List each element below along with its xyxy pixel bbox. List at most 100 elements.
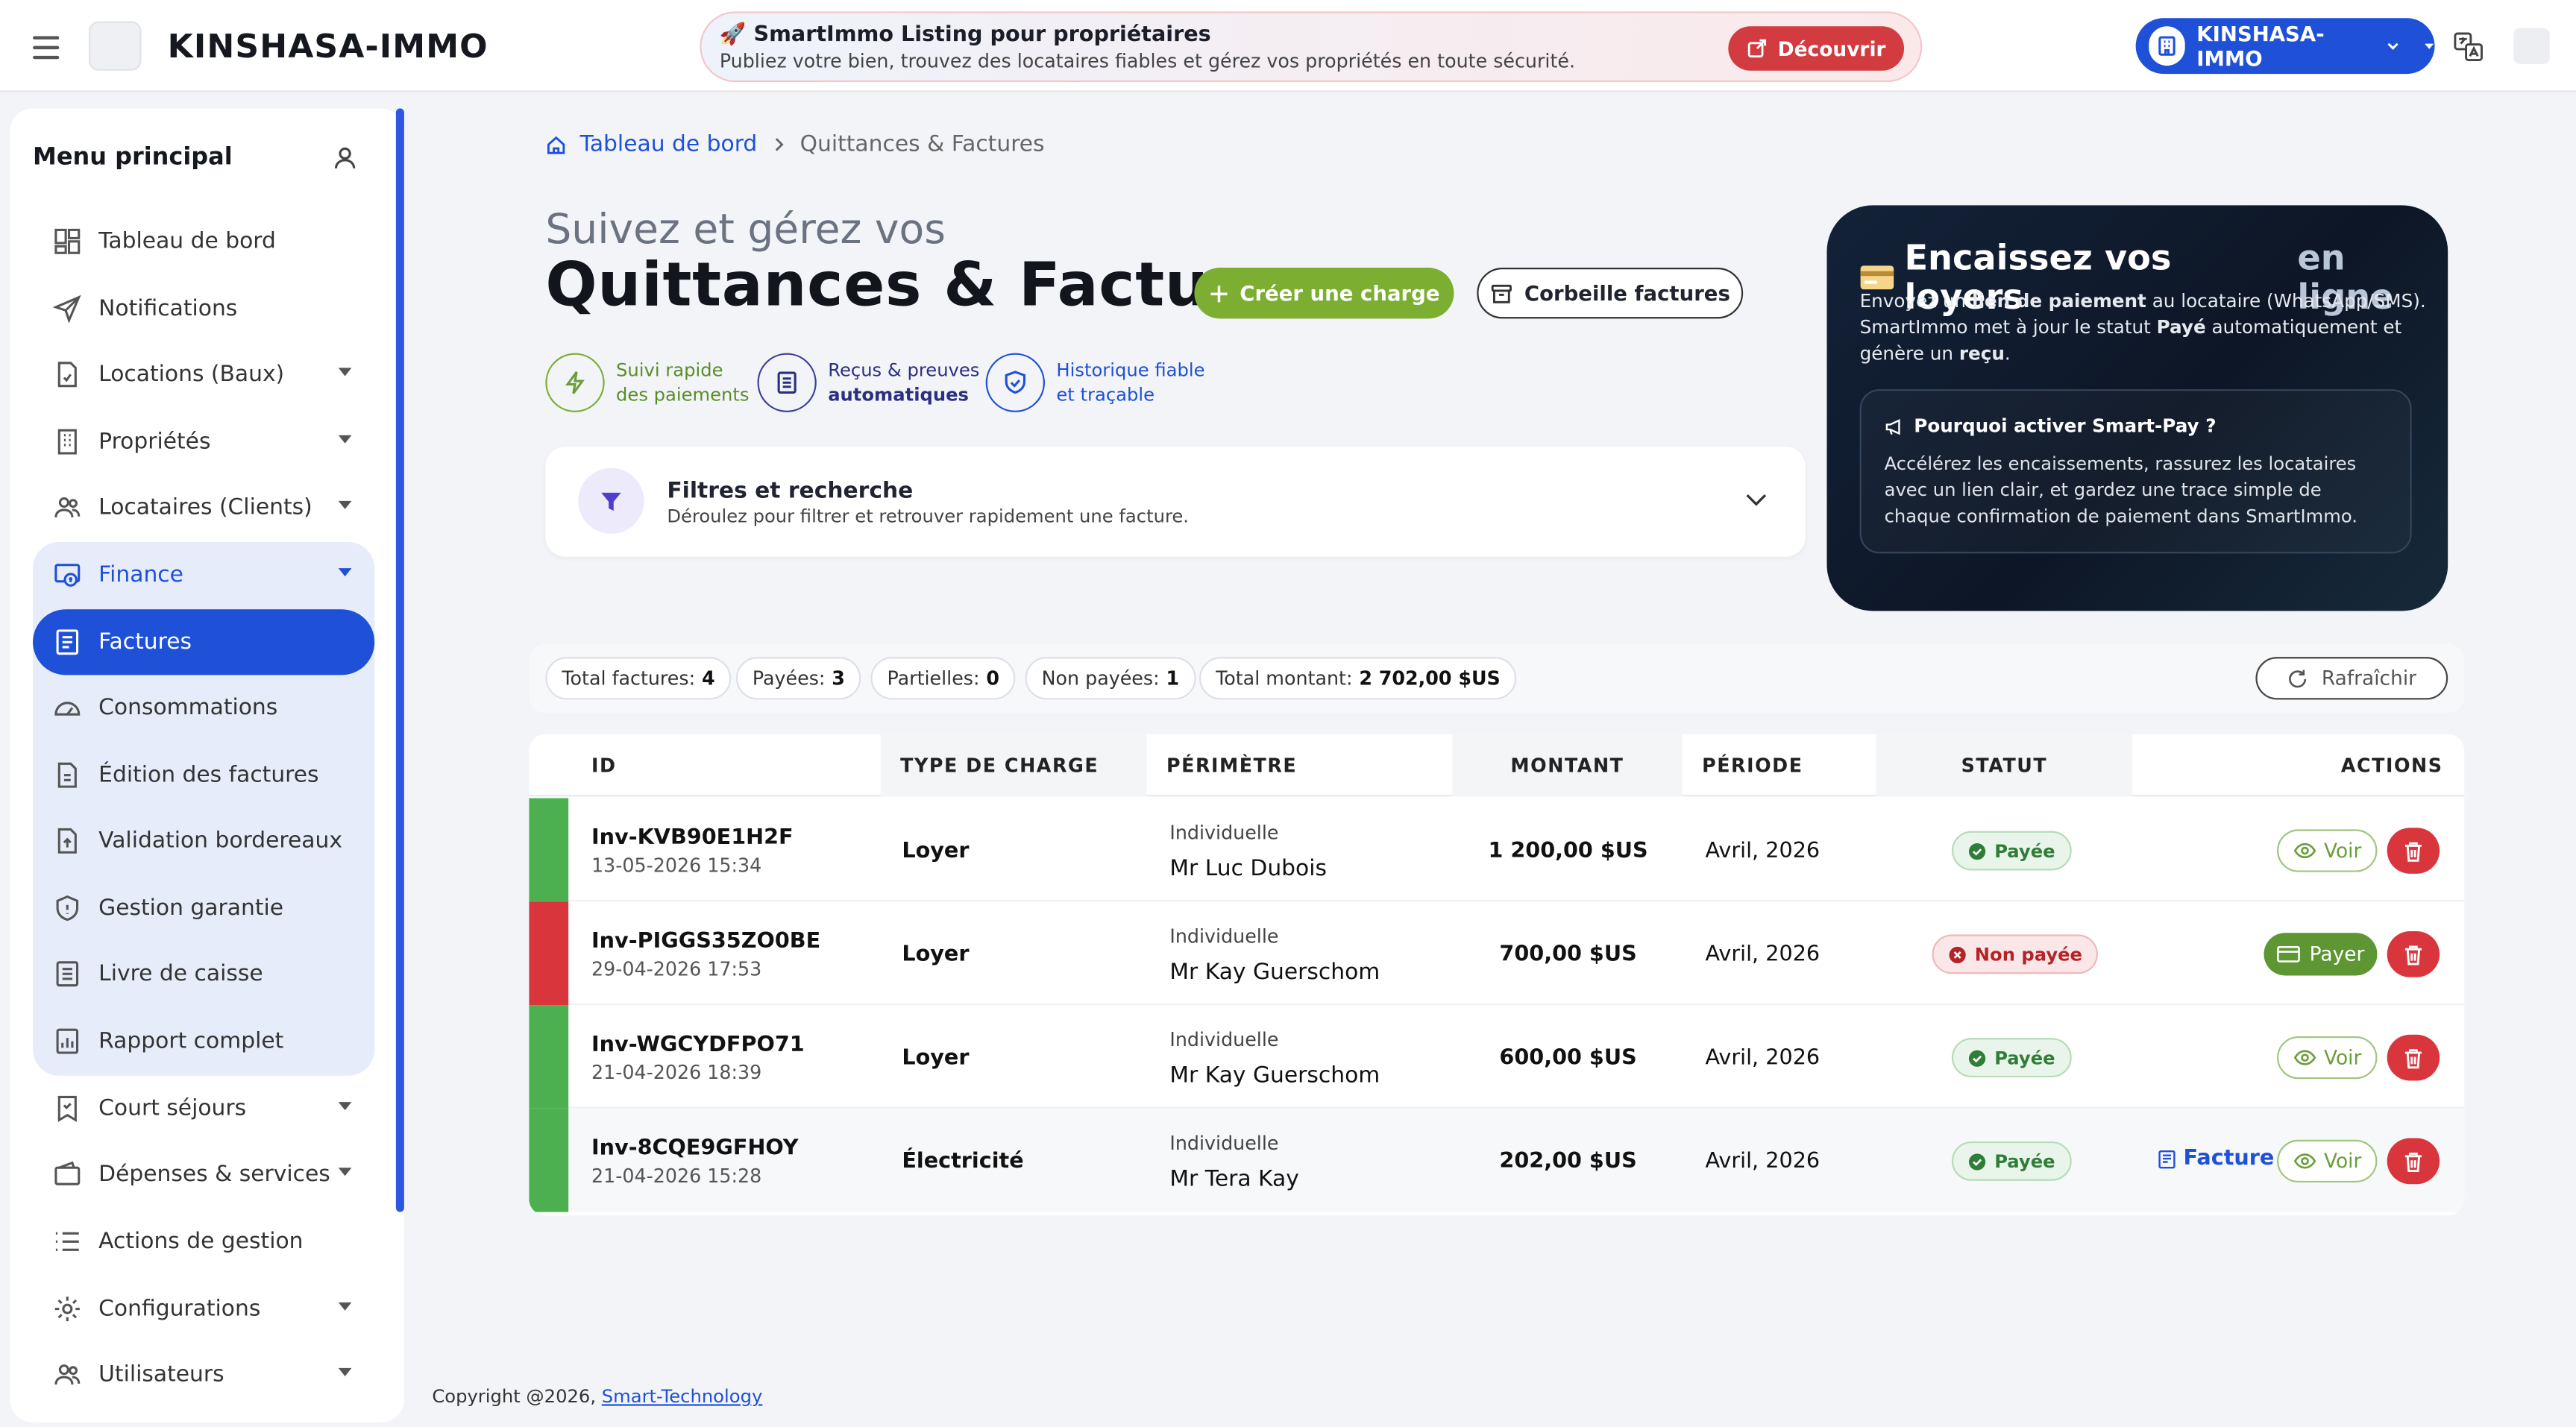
- dashboard-icon: [54, 228, 81, 254]
- table-row[interactable]: Inv-8CQE9GFHOY 21-04-2026 15:28 Électric…: [529, 1108, 2465, 1212]
- stat-amount: Total montant: 2 702,00 $US: [1199, 657, 1517, 700]
- x-circle-icon: [1949, 945, 1966, 963]
- sidebar-item-management-actions[interactable]: Actions de gestion: [33, 1210, 374, 1273]
- sidebar-item-label: Livre de caisse: [98, 960, 263, 987]
- view-button[interactable]: Voir: [2277, 829, 2378, 872]
- pay-button[interactable]: Payer: [2264, 933, 2378, 976]
- promo-text: Envoyez un: [1859, 290, 1973, 312]
- external-link-icon: [1747, 39, 1767, 58]
- filter-icon: [578, 467, 644, 534]
- create-charge-button[interactable]: Créer une charge: [1194, 268, 1454, 319]
- sidebar-item-configurations[interactable]: Configurations: [33, 1278, 374, 1341]
- sidebar-item-label: Propriétés: [98, 428, 211, 456]
- column-header-scope[interactable]: PÉRIMÈTRE: [1166, 754, 1298, 777]
- sidebar-item-tenants[interactable]: Locataires (Clients): [33, 476, 374, 539]
- stat-value: 3: [832, 667, 845, 690]
- chevron-down-icon[interactable]: [1743, 486, 1769, 512]
- table-row[interactable]: Inv-WGCYDFPO71 21-04-2026 18:39 Loyer In…: [529, 1005, 2465, 1109]
- upload-doc-icon: [57, 828, 77, 854]
- discover-button[interactable]: Découvrir: [1728, 26, 1905, 71]
- view-label: Voir: [2323, 839, 2362, 863]
- feature-line: des paiements: [616, 384, 750, 406]
- sidebar-item-guarantee[interactable]: Gestion garantie: [33, 877, 374, 939]
- translate-icon[interactable]: [2453, 31, 2484, 63]
- invoice-document-link[interactable]: Facture: [2157, 1147, 2274, 1171]
- invoice-trash-button[interactable]: Corbeille factures: [1477, 268, 1744, 319]
- finance-icon: [54, 564, 81, 587]
- user-icon[interactable]: [332, 145, 358, 171]
- sidebar-item-locations[interactable]: Locations (Baux): [33, 343, 374, 406]
- sidebar-item-invoices[interactable]: Factures: [33, 609, 375, 675]
- filters-title: Filtres et recherche: [667, 478, 914, 505]
- status-text: Payée: [1994, 1047, 2055, 1068]
- megaphone-icon: [1885, 418, 1900, 435]
- sidebar-item-label: Locations (Baux): [98, 361, 285, 388]
- column-header-actions: ACTIONS: [2340, 754, 2443, 777]
- sidebar-item-invoice-editing[interactable]: Édition des factures: [33, 744, 374, 807]
- trash-icon: [2404, 841, 2422, 861]
- discover-button-label: Découvrir: [1777, 37, 1886, 60]
- column-header-id[interactable]: ID: [591, 754, 617, 777]
- promo-text: automatiquement et génère un: [1859, 317, 2402, 365]
- promo-text-bold: reçu: [1958, 343, 2005, 365]
- view-label: Voir: [2323, 1149, 2362, 1173]
- column-header-type[interactable]: TYPE DE CHARGE: [880, 734, 1147, 797]
- delete-button[interactable]: [2387, 1034, 2440, 1081]
- sidebar-item-dashboard[interactable]: Tableau de bord: [33, 210, 374, 273]
- sidebar-item-users[interactable]: Utilisateurs: [33, 1343, 374, 1406]
- delete-button[interactable]: [2387, 1138, 2440, 1185]
- delete-button[interactable]: [2387, 930, 2440, 977]
- sidebar-scrollbar[interactable]: [395, 108, 404, 1212]
- invoice-date: 21-04-2026 15:28: [591, 1164, 762, 1188]
- sidebar-item-label: Notifications: [98, 295, 238, 322]
- company-link[interactable]: Smart-Technology: [601, 1386, 763, 1408]
- sidebar-item-full-report[interactable]: Rapport complet: [33, 1010, 374, 1073]
- table-row[interactable]: Inv-PIGGS35ZO0BE 29-04-2026 17:53 Loyer …: [529, 901, 2465, 1006]
- chevron-right-icon: [775, 138, 784, 151]
- sidebar-item-expenses[interactable]: Dépenses & services: [33, 1143, 374, 1206]
- column-header-period[interactable]: PÉRIODE: [1702, 754, 1803, 777]
- view-label: Voir: [2323, 1046, 2362, 1070]
- view-button[interactable]: Voir: [2277, 1139, 2378, 1183]
- scope-label: Individuelle: [1169, 821, 1279, 845]
- hamburger-menu-icon[interactable]: [33, 36, 60, 60]
- tenant-name: Mr Kay Guerschom: [1169, 1062, 1380, 1089]
- sidebar-item-label: Édition des factures: [98, 762, 319, 789]
- view-button[interactable]: Voir: [2277, 1036, 2378, 1080]
- eye-icon: [2293, 842, 2316, 859]
- invoices-table: ID TYPE DE CHARGE PÉRIMÈTRE MONTANT PÉRI…: [529, 734, 2465, 1216]
- promo-title-highlight: en ligne: [2297, 238, 2394, 318]
- promo-text: au locataire (WhatsApp/SMS). SmartImmo m…: [1859, 290, 2426, 338]
- delete-button[interactable]: [2387, 828, 2440, 874]
- sidebar-item-consumptions[interactable]: Consommations: [33, 677, 374, 740]
- caret-down-icon: [338, 500, 352, 509]
- sidebar-item-label: Consommations: [98, 694, 278, 722]
- create-charge-label: Créer une charge: [1240, 280, 1440, 306]
- home-icon[interactable]: [545, 134, 567, 156]
- banner-title: 🚀 SmartImmo Listing pour propriétaires: [719, 22, 1211, 48]
- refresh-button[interactable]: Rafraîchir: [2255, 657, 2448, 700]
- invoice-amount: 700,00 $US: [1499, 942, 1637, 968]
- invoice-id: Inv-PIGGS35ZO0BE: [591, 929, 821, 954]
- column-header-status[interactable]: STATUT: [1876, 734, 2133, 797]
- sidebar-item-finance[interactable]: Finance: [33, 544, 374, 606]
- sidebar-item-short-stays[interactable]: Court séjours: [33, 1077, 374, 1140]
- sidebar-item-bordereaux[interactable]: Validation bordereaux: [33, 810, 374, 872]
- promo-title: Encaissez vos loyers en ligne: [1860, 238, 2448, 317]
- organization-selector[interactable]: KINSHASA-IMMO: [2135, 18, 2435, 75]
- user-avatar[interactable]: [2513, 28, 2550, 64]
- sidebar-item-notifications[interactable]: Notifications: [33, 277, 374, 340]
- sidebar-item-cashbook[interactable]: Livre de caisse: [33, 942, 374, 1005]
- sidebar: Menu principal Tableau de bord Notificat…: [10, 108, 404, 1423]
- filters-panel[interactable]: Filtres et recherche Déroulez pour filtr…: [545, 447, 1806, 557]
- breadcrumb-home[interactable]: Tableau de bord: [579, 131, 758, 158]
- column-header-amount[interactable]: MONTANT: [1452, 734, 1683, 797]
- feature-line: Suivi rapide: [616, 359, 723, 382]
- stats-bar: Total factures: 4 Payées: 3 Partielles: 0 N…: [529, 643, 2465, 714]
- scope-label: Individuelle: [1169, 1027, 1279, 1051]
- brand-name: KINSHASA-IMMO: [167, 26, 489, 66]
- table-row[interactable]: Inv-KVB90E1H2F 13-05-2026 15:34 Loyer In…: [529, 798, 2465, 902]
- invoice-period: Avril, 2026: [1705, 1046, 1821, 1071]
- credit-card-icon: [2276, 945, 2300, 963]
- sidebar-item-properties[interactable]: Propriétés: [33, 411, 374, 473]
